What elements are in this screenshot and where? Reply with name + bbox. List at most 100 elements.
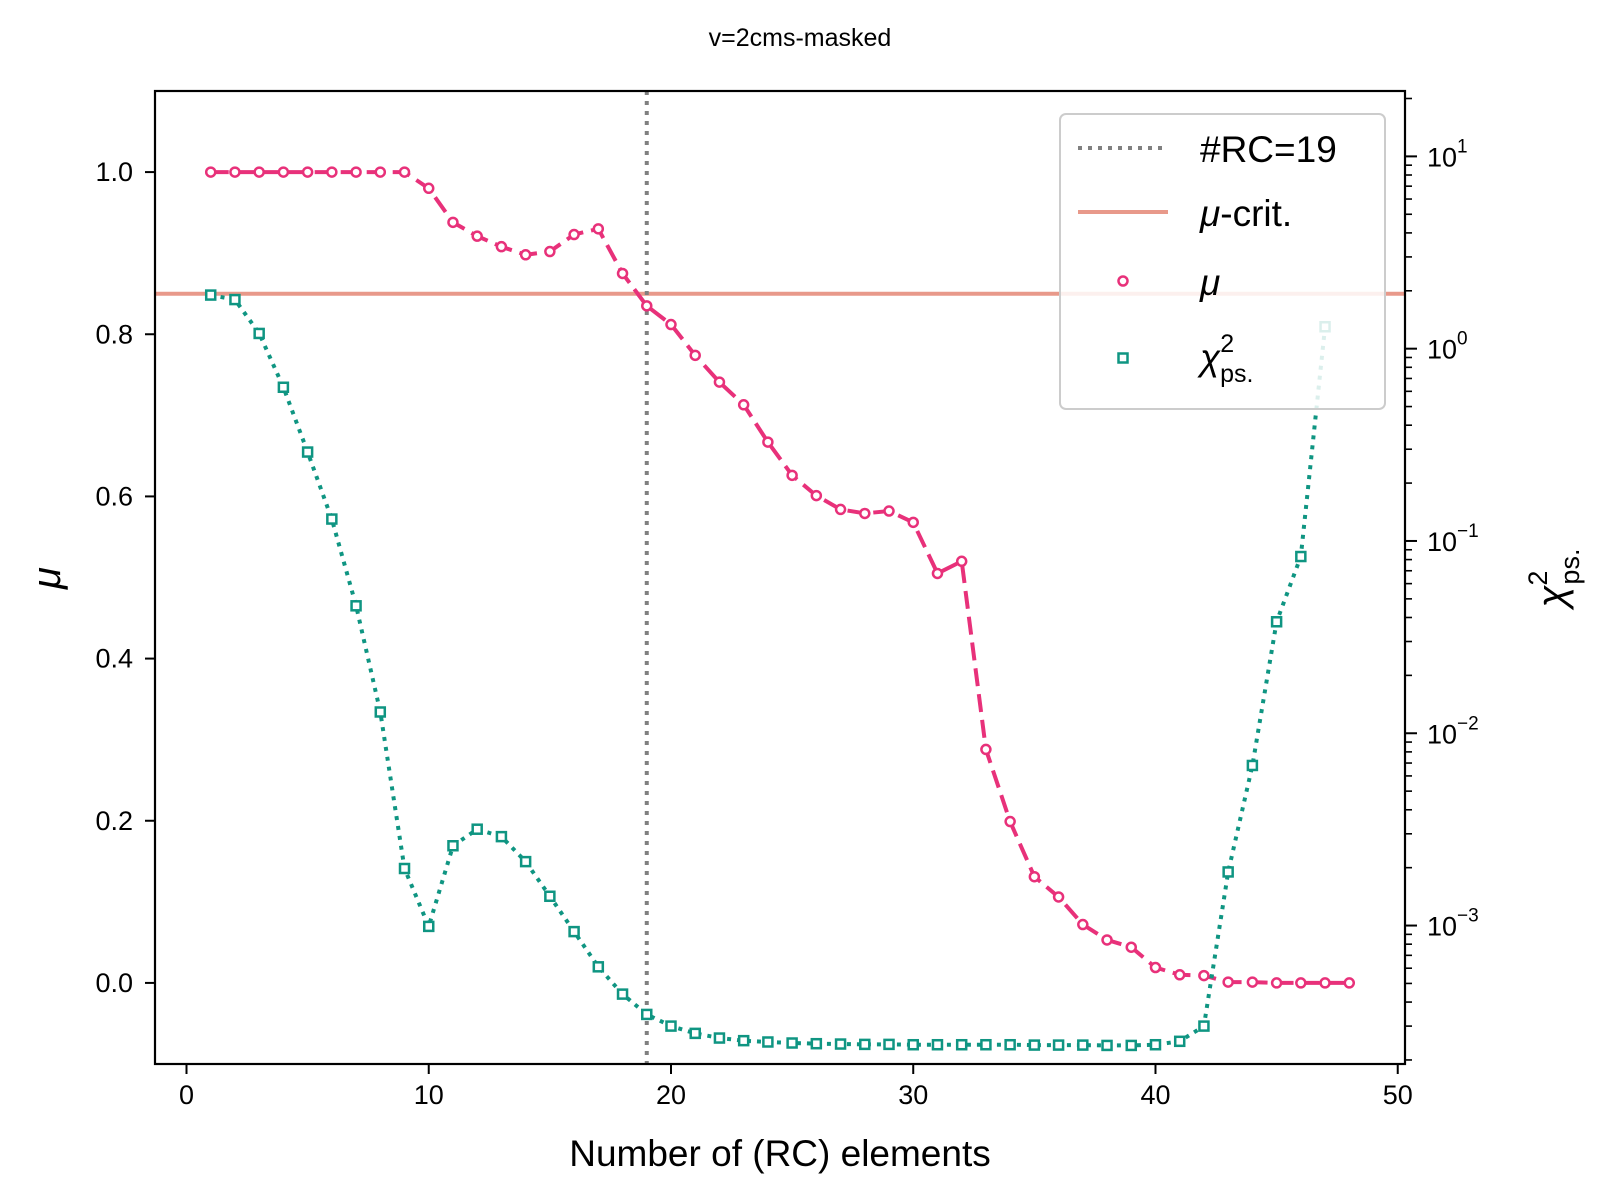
chi-point <box>786 1037 798 1049</box>
mu-point <box>1028 870 1041 883</box>
mu-point <box>422 182 435 195</box>
mu-point <box>713 376 726 388</box>
y2-tick-label: 10−1 <box>1427 521 1479 557</box>
x-tick-label: 40 <box>1140 1080 1170 1110</box>
mu-point <box>737 399 750 411</box>
chi-point <box>1270 616 1283 628</box>
x-tick-label: 0 <box>179 1080 194 1110</box>
legend-mu-marker <box>1117 275 1129 287</box>
mu-point <box>641 300 653 312</box>
mu-point <box>1173 969 1186 981</box>
chi-point <box>616 988 629 1000</box>
chi-point <box>834 1038 847 1050</box>
mu-point <box>1077 918 1089 931</box>
mu-point <box>859 507 871 520</box>
y-axis-label: μ <box>25 567 69 590</box>
legend-hline-label-sym: μ <box>1199 193 1220 234</box>
chi-point <box>1004 1038 1016 1051</box>
chi-point <box>1222 866 1234 878</box>
chi-point <box>689 1027 701 1040</box>
mu-point <box>495 240 508 253</box>
legend-mu-label: μ <box>1199 262 1220 303</box>
y2-tick-label: 100 <box>1427 329 1468 365</box>
chi-point <box>495 830 508 843</box>
legend-hline-label-rest: -crit. <box>1220 193 1292 234</box>
mu-point <box>1270 977 1283 989</box>
y2-tick-label: 101 <box>1427 136 1468 172</box>
chi-point <box>1198 1020 1210 1032</box>
mu-point <box>1222 976 1234 988</box>
mu-point <box>277 166 290 178</box>
y-axis-left: 0.0 0.2 0.4 0.6 0.8 1.0 <box>95 157 155 998</box>
chi-point <box>737 1034 750 1047</box>
legend-entry-vline: #RC=19 <box>1078 129 1337 170</box>
x-tick-label: 30 <box>898 1080 928 1110</box>
legend-chi-label-base: χ <box>1197 337 1221 378</box>
mu-point <box>665 318 677 331</box>
legend-chi-marker <box>1117 352 1129 364</box>
chi-point <box>762 1036 774 1048</box>
y2-tick-label-base: 10 <box>1427 719 1457 749</box>
chi-point <box>374 706 387 718</box>
y2-tick-label-base: 10 <box>1427 142 1457 172</box>
mu-point <box>519 249 532 261</box>
y-tick-label: 0.0 <box>95 968 133 998</box>
chi-point <box>398 862 411 875</box>
legend-entry-hline: μ-crit. <box>1078 193 1292 234</box>
chi-point <box>1101 1039 1113 1052</box>
mu-point <box>229 166 241 178</box>
y2-tick-label: 10−2 <box>1427 713 1479 749</box>
chi-point <box>568 925 580 938</box>
chi-point <box>859 1038 871 1051</box>
y2-axis-label: χ2ps. <box>1523 549 1585 611</box>
y2-tick-label-exp: −1 <box>1457 521 1479 542</box>
y2-tick-label-exp: 1 <box>1457 136 1468 157</box>
mu-point <box>931 567 944 580</box>
chi-point <box>253 327 265 340</box>
chi-point <box>931 1038 944 1051</box>
chi-point <box>326 513 338 525</box>
y2-axis-label-base: χ <box>1530 584 1574 610</box>
x-axis: 0 10 20 30 40 50 <box>179 1064 1413 1110</box>
chi-point <box>350 600 362 612</box>
chi-point <box>301 446 314 458</box>
mu-point <box>980 743 992 756</box>
y2-tick-label-base: 10 <box>1427 912 1457 942</box>
mu-point <box>544 245 556 258</box>
chart-title: v=2cms-masked <box>709 24 892 52</box>
mu-point <box>689 349 701 362</box>
mu-point <box>1295 977 1307 989</box>
y2-tick-label-base: 10 <box>1427 527 1457 557</box>
chi-point <box>1052 1039 1065 1051</box>
mu-point <box>1246 976 1259 988</box>
y2-tick-label-exp: −3 <box>1457 906 1479 927</box>
y-tick-label: 0.4 <box>95 644 133 674</box>
mu-point <box>762 436 774 448</box>
chi-point <box>422 920 435 933</box>
y2-tick-label-exp: 0 <box>1457 329 1468 350</box>
mu-point <box>955 555 968 568</box>
legend-box <box>1059 113 1386 410</box>
legend-vline-label: #RC=19 <box>1200 129 1337 170</box>
chi-point <box>1149 1038 1162 1051</box>
chi-point <box>1125 1039 1138 1052</box>
chi-point <box>204 289 217 301</box>
plot-frame <box>153 89 1407 1066</box>
mu-point <box>350 166 362 178</box>
mu-point <box>253 166 265 178</box>
legend-hline-label: μ-crit. <box>1199 193 1292 234</box>
chi-point <box>1173 1035 1186 1048</box>
y2-axis-label-sup: 2 <box>1523 571 1553 586</box>
mu-point <box>1343 977 1356 989</box>
y2-tick-label: 10−3 <box>1427 906 1479 942</box>
x-tick-label: 50 <box>1383 1080 1413 1110</box>
mu-point <box>1149 961 1162 974</box>
chi-point <box>907 1038 919 1051</box>
y-tick-label: 0.6 <box>95 481 133 511</box>
mu-point <box>204 166 217 178</box>
legend-entry-chi: χ2 ps. <box>1117 330 1253 388</box>
chi-point <box>1295 550 1307 563</box>
legend: #RC=19 μ-crit. μ χ2 ps. <box>1059 113 1386 410</box>
mu-point <box>883 505 895 517</box>
legend-entry-mu: μ <box>1117 262 1220 303</box>
